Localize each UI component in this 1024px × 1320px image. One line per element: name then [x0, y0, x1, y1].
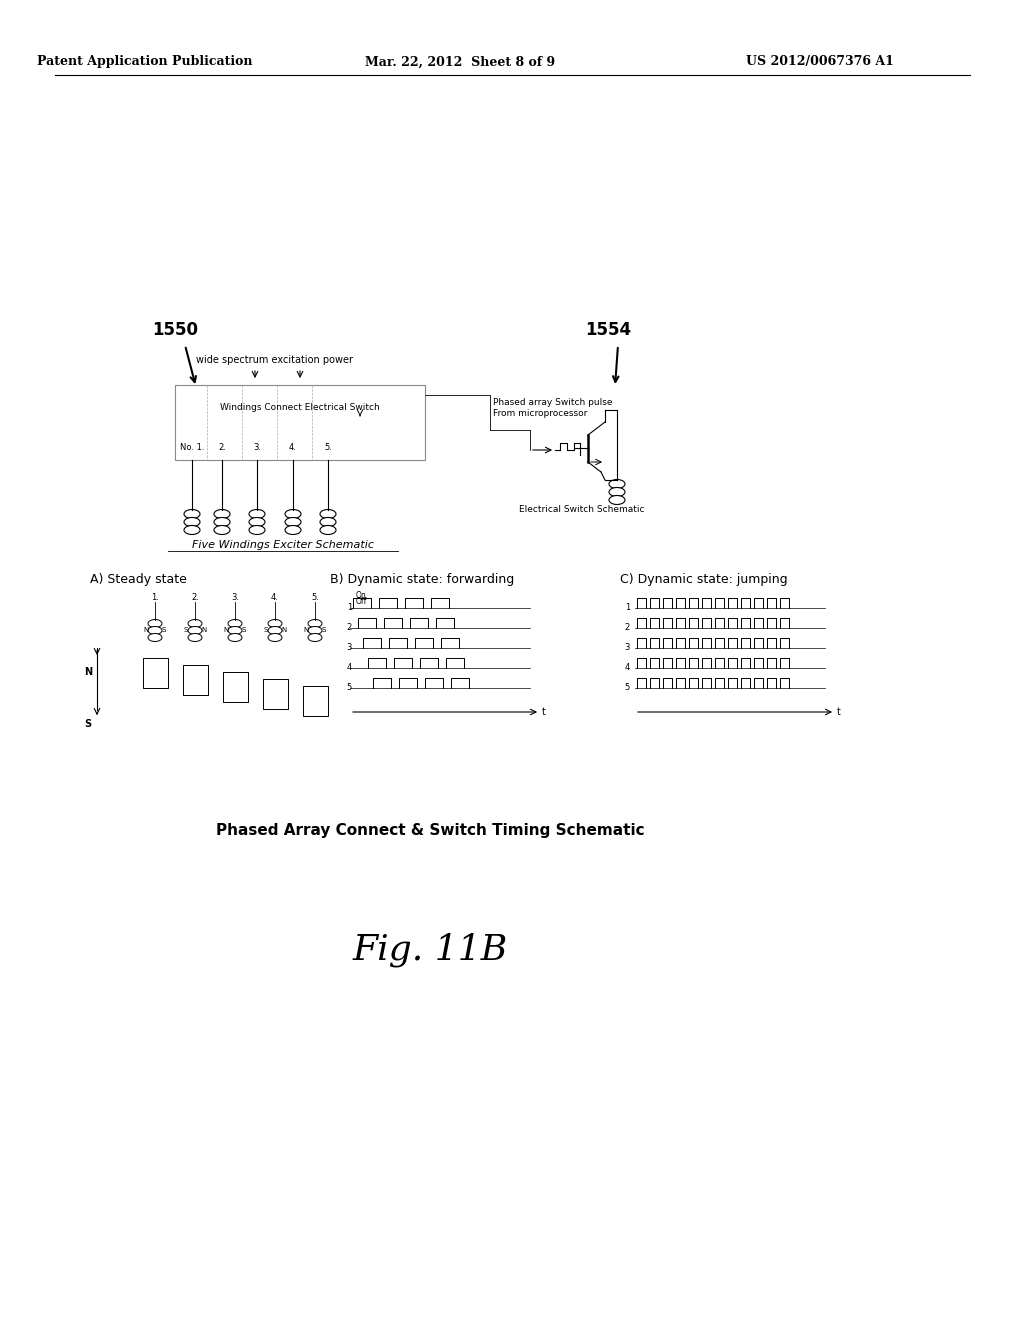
Text: N: N	[303, 627, 308, 634]
Ellipse shape	[188, 627, 202, 635]
Ellipse shape	[249, 517, 265, 527]
Ellipse shape	[308, 634, 322, 642]
Ellipse shape	[319, 517, 336, 527]
Text: S: S	[184, 627, 188, 634]
Text: 2: 2	[625, 623, 630, 632]
Ellipse shape	[319, 525, 336, 535]
Text: 4.: 4.	[271, 593, 279, 602]
Text: 1.: 1.	[152, 593, 159, 602]
Ellipse shape	[319, 510, 336, 519]
Text: 5: 5	[625, 684, 630, 693]
Text: N: N	[202, 627, 207, 634]
Text: 1: 1	[625, 603, 630, 612]
Text: US 2012/0067376 A1: US 2012/0067376 A1	[746, 55, 894, 69]
Text: Fig. 11B: Fig. 11B	[352, 933, 508, 968]
Text: 2.: 2.	[191, 593, 199, 602]
Text: A) Steady state: A) Steady state	[90, 573, 186, 586]
Text: 5: 5	[347, 684, 352, 693]
Ellipse shape	[228, 634, 242, 642]
Ellipse shape	[184, 517, 200, 527]
Ellipse shape	[285, 525, 301, 535]
Text: 3.: 3.	[231, 593, 239, 602]
Ellipse shape	[308, 619, 322, 627]
Text: S: S	[242, 627, 246, 634]
Ellipse shape	[184, 525, 200, 535]
Ellipse shape	[148, 627, 162, 635]
Text: 2.: 2.	[218, 442, 226, 451]
Text: 1: 1	[347, 603, 352, 612]
Ellipse shape	[249, 525, 265, 535]
Ellipse shape	[228, 619, 242, 627]
Ellipse shape	[148, 634, 162, 642]
Text: 5.: 5.	[324, 442, 332, 451]
Text: S: S	[162, 627, 166, 634]
Text: 4: 4	[625, 664, 630, 672]
Text: 3: 3	[347, 644, 352, 652]
Text: 5.: 5.	[311, 593, 318, 602]
Text: N: N	[143, 627, 148, 634]
Text: On: On	[356, 591, 367, 601]
Text: Phased array Switch pulse
From microprocessor: Phased array Switch pulse From microproc…	[493, 399, 612, 417]
Ellipse shape	[148, 619, 162, 627]
Ellipse shape	[249, 510, 265, 519]
Text: t: t	[542, 708, 546, 717]
Text: S: S	[84, 719, 91, 729]
Text: wide spectrum excitation power: wide spectrum excitation power	[197, 355, 353, 366]
Ellipse shape	[214, 510, 230, 519]
Ellipse shape	[609, 495, 625, 504]
Ellipse shape	[184, 510, 200, 519]
Ellipse shape	[228, 627, 242, 635]
Text: t: t	[837, 708, 841, 717]
Text: 1554: 1554	[585, 321, 631, 339]
Text: S: S	[322, 627, 327, 634]
Text: B) Dynamic state: forwarding: B) Dynamic state: forwarding	[330, 573, 514, 586]
Text: N: N	[223, 627, 228, 634]
Text: 1550: 1550	[152, 321, 198, 339]
Text: 3: 3	[625, 644, 630, 652]
Text: Off: Off	[356, 597, 368, 606]
Ellipse shape	[214, 517, 230, 527]
Text: N: N	[84, 667, 92, 677]
Text: 3.: 3.	[253, 442, 261, 451]
Ellipse shape	[609, 479, 625, 488]
Text: No. 1.: No. 1.	[180, 442, 204, 451]
Text: S: S	[264, 627, 268, 634]
Text: N: N	[282, 627, 287, 634]
Ellipse shape	[268, 627, 282, 635]
Ellipse shape	[609, 487, 625, 496]
Text: 4: 4	[347, 664, 352, 672]
Text: Electrical Switch Schematic: Electrical Switch Schematic	[519, 506, 645, 515]
Text: Windings Connect Electrical Switch: Windings Connect Electrical Switch	[220, 404, 380, 412]
Bar	[175, 385, 425, 459]
Text: Phased Array Connect & Switch Timing Schematic: Phased Array Connect & Switch Timing Sch…	[216, 822, 644, 837]
Ellipse shape	[188, 619, 202, 627]
Ellipse shape	[268, 619, 282, 627]
Ellipse shape	[268, 634, 282, 642]
Text: 4.: 4.	[289, 442, 297, 451]
Ellipse shape	[188, 634, 202, 642]
Ellipse shape	[285, 510, 301, 519]
Text: C) Dynamic state: jumping: C) Dynamic state: jumping	[620, 573, 787, 586]
Text: Five Windings Exciter Schematic: Five Windings Exciter Schematic	[193, 540, 374, 550]
Ellipse shape	[214, 525, 230, 535]
Ellipse shape	[308, 627, 322, 635]
Ellipse shape	[285, 517, 301, 527]
Text: Patent Application Publication: Patent Application Publication	[37, 55, 253, 69]
Text: 2: 2	[347, 623, 352, 632]
Text: Mar. 22, 2012  Sheet 8 of 9: Mar. 22, 2012 Sheet 8 of 9	[365, 55, 555, 69]
